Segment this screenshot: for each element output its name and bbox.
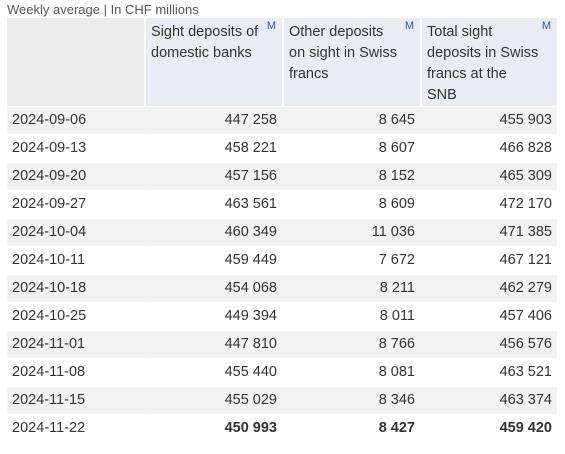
domestic-banks-value: 447 258 bbox=[144, 107, 282, 135]
table-row: 2024-10-25 449 394 8 011 457 406 bbox=[7, 303, 557, 331]
table-row: 2024-11-15 455 029 8 346 463 374 bbox=[7, 387, 557, 415]
table-caption: Weekly average | In CHF millions bbox=[7, 2, 199, 17]
other-deposits-value: 8 011 bbox=[282, 303, 420, 331]
other-deposits-value: 7 672 bbox=[282, 247, 420, 275]
total-sight-deposits-value: 457 406 bbox=[420, 303, 557, 331]
table-row: 2024-09-27 463 561 8 609 472 170 bbox=[7, 191, 557, 219]
row-date: 2024-11-22 bbox=[7, 415, 144, 443]
row-date: 2024-09-06 bbox=[7, 107, 144, 135]
metadata-flag-link[interactable]: M bbox=[266, 20, 276, 32]
other-deposits-value: 8 346 bbox=[282, 387, 420, 415]
column-header-label: Total sight deposits in Swiss francs at … bbox=[427, 24, 539, 103]
other-deposits-value: 8 645 bbox=[282, 107, 420, 135]
row-date: 2024-10-11 bbox=[7, 247, 144, 275]
row-date: 2024-11-08 bbox=[7, 359, 144, 387]
header-corner bbox=[7, 18, 144, 107]
row-date: 2024-10-04 bbox=[7, 219, 144, 247]
domestic-banks-value: 463 561 bbox=[144, 191, 282, 219]
table-body: 2024-09-06 447 258 8 645 455 903 2024-09-13 4… bbox=[7, 107, 557, 443]
table-row: 2024-09-13 458 221 8 607 466 828 bbox=[7, 135, 557, 163]
total-sight-deposits-value: 455 903 bbox=[420, 107, 557, 135]
domestic-banks-value: 447 810 bbox=[144, 331, 282, 359]
column-header-domestic-banks: Sight deposits of domestic banks M bbox=[144, 18, 282, 107]
other-deposits-value: 8 211 bbox=[282, 275, 420, 303]
row-date: 2024-10-25 bbox=[7, 303, 144, 331]
other-deposits-value: 8 427 bbox=[282, 415, 420, 443]
total-sight-deposits-value: 462 279 bbox=[420, 275, 557, 303]
table-row: 2024-10-18 454 068 8 211 462 279 bbox=[7, 275, 557, 303]
total-sight-deposits-value: 466 828 bbox=[420, 135, 557, 163]
total-sight-deposits-value: 471 385 bbox=[420, 219, 557, 247]
row-date: 2024-09-20 bbox=[7, 163, 144, 191]
domestic-banks-value: 457 156 bbox=[144, 163, 282, 191]
header-row: Sight deposits of domestic banks M Other… bbox=[7, 18, 557, 107]
other-deposits-value: 8 081 bbox=[282, 359, 420, 387]
table-row: 2024-09-06 447 258 8 645 455 903 bbox=[7, 107, 557, 135]
total-sight-deposits-value: 465 309 bbox=[420, 163, 557, 191]
table-row: 2024-11-08 455 440 8 081 463 521 bbox=[7, 359, 557, 387]
domestic-banks-value: 459 449 bbox=[144, 247, 282, 275]
row-date: 2024-10-18 bbox=[7, 275, 144, 303]
row-date: 2024-11-01 bbox=[7, 331, 144, 359]
row-date: 2024-09-27 bbox=[7, 191, 144, 219]
other-deposits-value: 8 152 bbox=[282, 163, 420, 191]
other-deposits-value: 8 607 bbox=[282, 135, 420, 163]
row-date: 2024-09-13 bbox=[7, 135, 144, 163]
domestic-banks-value: 450 993 bbox=[144, 415, 282, 443]
metadata-flag-link[interactable]: M bbox=[541, 20, 551, 32]
domestic-banks-value: 458 221 bbox=[144, 135, 282, 163]
table-row: 2024-09-20 457 156 8 152 465 309 bbox=[7, 163, 557, 191]
column-header-total-sight-deposits: Total sight deposits in Swiss francs at … bbox=[420, 18, 557, 107]
table-row: 2024-11-01 447 810 8 766 456 576 bbox=[7, 331, 557, 359]
total-sight-deposits-value: 472 170 bbox=[420, 191, 557, 219]
domestic-banks-value: 449 394 bbox=[144, 303, 282, 331]
total-sight-deposits-value: 456 576 bbox=[420, 331, 557, 359]
row-date: 2024-11-15 bbox=[7, 387, 144, 415]
table-row: 2024-10-11 459 449 7 672 467 121 bbox=[7, 247, 557, 275]
domestic-banks-value: 460 349 bbox=[144, 219, 282, 247]
sight-deposits-table: Sight deposits of domestic banks M Other… bbox=[7, 18, 557, 443]
table-row: 2024-11-22 450 993 8 427 459 420 bbox=[7, 415, 557, 443]
column-header-other-deposits: Other deposits on sight in Swiss francs … bbox=[282, 18, 420, 107]
other-deposits-value: 8 609 bbox=[282, 191, 420, 219]
total-sight-deposits-value: 463 521 bbox=[420, 359, 557, 387]
other-deposits-value: 8 766 bbox=[282, 331, 420, 359]
total-sight-deposits-value: 459 420 bbox=[420, 415, 557, 443]
domestic-banks-value: 454 068 bbox=[144, 275, 282, 303]
table-row: 2024-10-04 460 349 11 036 471 385 bbox=[7, 219, 557, 247]
domestic-banks-value: 455 440 bbox=[144, 359, 282, 387]
total-sight-deposits-value: 463 374 bbox=[420, 387, 557, 415]
metadata-flag-link[interactable]: M bbox=[404, 20, 414, 32]
domestic-banks-value: 455 029 bbox=[144, 387, 282, 415]
other-deposits-value: 11 036 bbox=[282, 219, 420, 247]
column-header-label: Other deposits on sight in Swiss francs bbox=[289, 24, 397, 82]
column-header-label: Sight deposits of domestic banks bbox=[151, 24, 259, 61]
total-sight-deposits-value: 467 121 bbox=[420, 247, 557, 275]
